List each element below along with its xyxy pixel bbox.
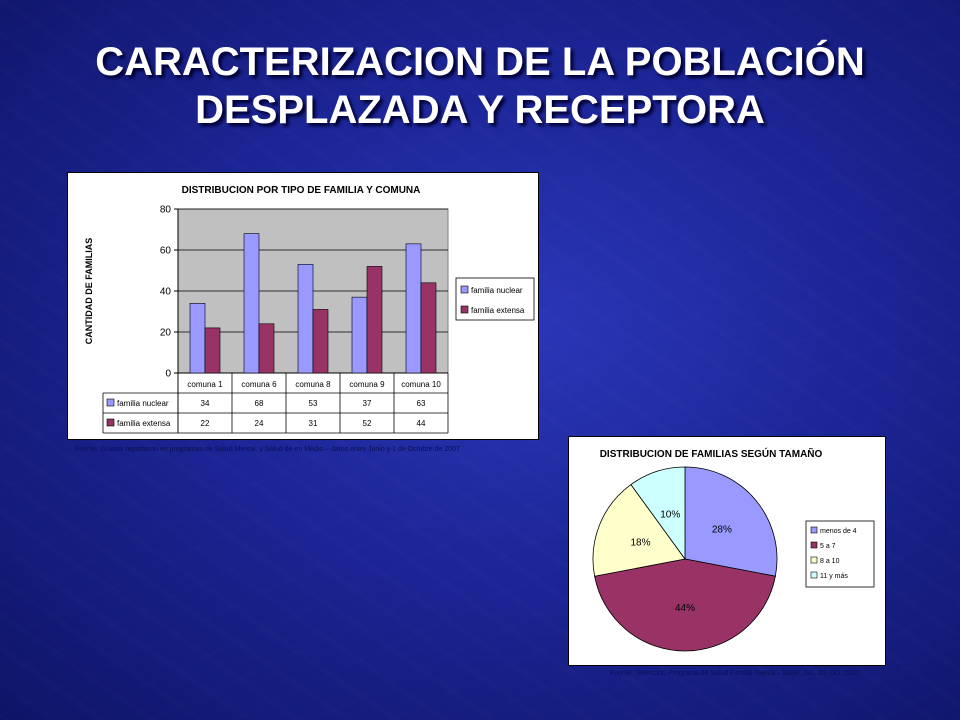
bar-extensa-0 bbox=[204, 327, 221, 374]
slide-title-line-2: DESPLAZADA Y RECEPTORA bbox=[195, 88, 765, 132]
table-value-0-4: 63 bbox=[417, 399, 426, 408]
legend-key-1 bbox=[460, 305, 469, 314]
pie-slice-2 bbox=[592, 484, 686, 577]
table-series-name-0: familia nuclear bbox=[117, 399, 169, 408]
bar-extensa-4 bbox=[420, 282, 437, 374]
bar-chart: DISTRIBUCION POR TIPO DE FAMILIA Y COMUN… bbox=[84, 185, 535, 434]
y-tick-label-60: 60 bbox=[160, 246, 172, 257]
y-tick-label-40: 40 bbox=[160, 287, 172, 298]
category-label-3: comuna 9 bbox=[349, 380, 385, 389]
bar-nuclear-0 bbox=[189, 303, 206, 374]
pie-legend-label-0: menos de 4 bbox=[820, 528, 857, 535]
pie-chart-legend bbox=[805, 520, 875, 588]
table-legend-key-0 bbox=[106, 398, 115, 407]
pie-legend-label-3: 11 y más bbox=[820, 573, 848, 580]
pie-legend-key-1 bbox=[810, 541, 818, 549]
pie-slice-3 bbox=[630, 466, 686, 561]
pie-legend-label-2: 8 a 10 bbox=[820, 558, 840, 565]
category-label-2: comuna 8 bbox=[295, 380, 331, 389]
category-label-0: comuna 1 bbox=[187, 380, 223, 389]
table-value-0-2: 53 bbox=[309, 399, 318, 408]
bar-extensa-1 bbox=[258, 323, 275, 374]
table-legend-key-1 bbox=[106, 418, 115, 427]
table-value-1-0: 22 bbox=[201, 419, 210, 428]
pie-legend-label-1: 5 a 7 bbox=[820, 543, 836, 550]
pie-slice-1 bbox=[594, 558, 776, 652]
table-value-1-4: 44 bbox=[417, 419, 426, 428]
table-series-name-1: familia extensa bbox=[117, 419, 171, 428]
bar-chart-panel: DISTRIBUCION POR TIPO DE FAMILIA Y COMUN… bbox=[67, 172, 539, 440]
legend-label-1: familia extensa bbox=[471, 306, 525, 315]
bar-chart-legend bbox=[455, 277, 535, 321]
pie-chart-source: Fuente: Selección Programa de Salud Fami… bbox=[610, 670, 860, 677]
bar-chart-source: Fuente: Grupos reportaron en programas d… bbox=[75, 446, 460, 453]
bar-nuclear-2 bbox=[297, 264, 314, 374]
category-label-4: comuna 10 bbox=[401, 380, 441, 389]
bar-chart-y-axis-label: CANTIDAD DE FAMILIAS bbox=[84, 238, 94, 345]
category-label-1: comuna 6 bbox=[241, 380, 277, 389]
bar-nuclear-3 bbox=[351, 296, 368, 374]
table-value-0-1: 68 bbox=[255, 399, 264, 408]
pie-value-label-0: 28% bbox=[712, 525, 732, 536]
table-value-0-0: 34 bbox=[201, 399, 210, 408]
pie-legend-key-3 bbox=[810, 571, 818, 579]
slide-title: CARACTERIZACION DE LA POBLACIÓN DESPLAZA… bbox=[0, 38, 960, 134]
pie-chart-title: DISTRIBUCION DE FAMILIAS SEGÚN TAMAÑO bbox=[600, 447, 823, 460]
pie-chart: DISTRIBUCION DE FAMILIAS SEGÚN TAMAÑO 28… bbox=[592, 447, 875, 652]
bar-extensa-3 bbox=[366, 266, 383, 374]
y-tick-label-0: 0 bbox=[165, 369, 171, 380]
table-value-1-1: 24 bbox=[255, 419, 264, 428]
table-value-1-2: 31 bbox=[309, 419, 318, 428]
table-value-0-3: 37 bbox=[363, 399, 372, 408]
pie-legend-key-0 bbox=[810, 526, 818, 534]
pie-legend-key-2 bbox=[810, 556, 818, 564]
bar-extensa-2 bbox=[312, 309, 329, 374]
pie-value-label-3: 10% bbox=[660, 510, 680, 521]
bar-nuclear-1 bbox=[243, 233, 260, 374]
pie-value-label-2: 18% bbox=[631, 537, 651, 548]
y-tick-label-20: 20 bbox=[160, 328, 172, 339]
table-value-1-3: 52 bbox=[363, 419, 372, 428]
legend-label-0: familia nuclear bbox=[471, 286, 523, 295]
bar-nuclear-4 bbox=[405, 243, 422, 374]
slide-title-line-1: CARACTERIZACION DE LA POBLACIÓN bbox=[95, 40, 865, 84]
y-tick-label-80: 80 bbox=[160, 205, 172, 216]
bar-chart-title: DISTRIBUCION POR TIPO DE FAMILIA Y COMUN… bbox=[182, 185, 421, 196]
legend-key-0 bbox=[460, 285, 469, 294]
pie-chart-panel: DISTRIBUCION DE FAMILIAS SEGÚN TAMAÑO 28… bbox=[568, 436, 886, 666]
pie-slice-0 bbox=[684, 466, 778, 577]
pie-value-label-1: 44% bbox=[675, 603, 695, 614]
